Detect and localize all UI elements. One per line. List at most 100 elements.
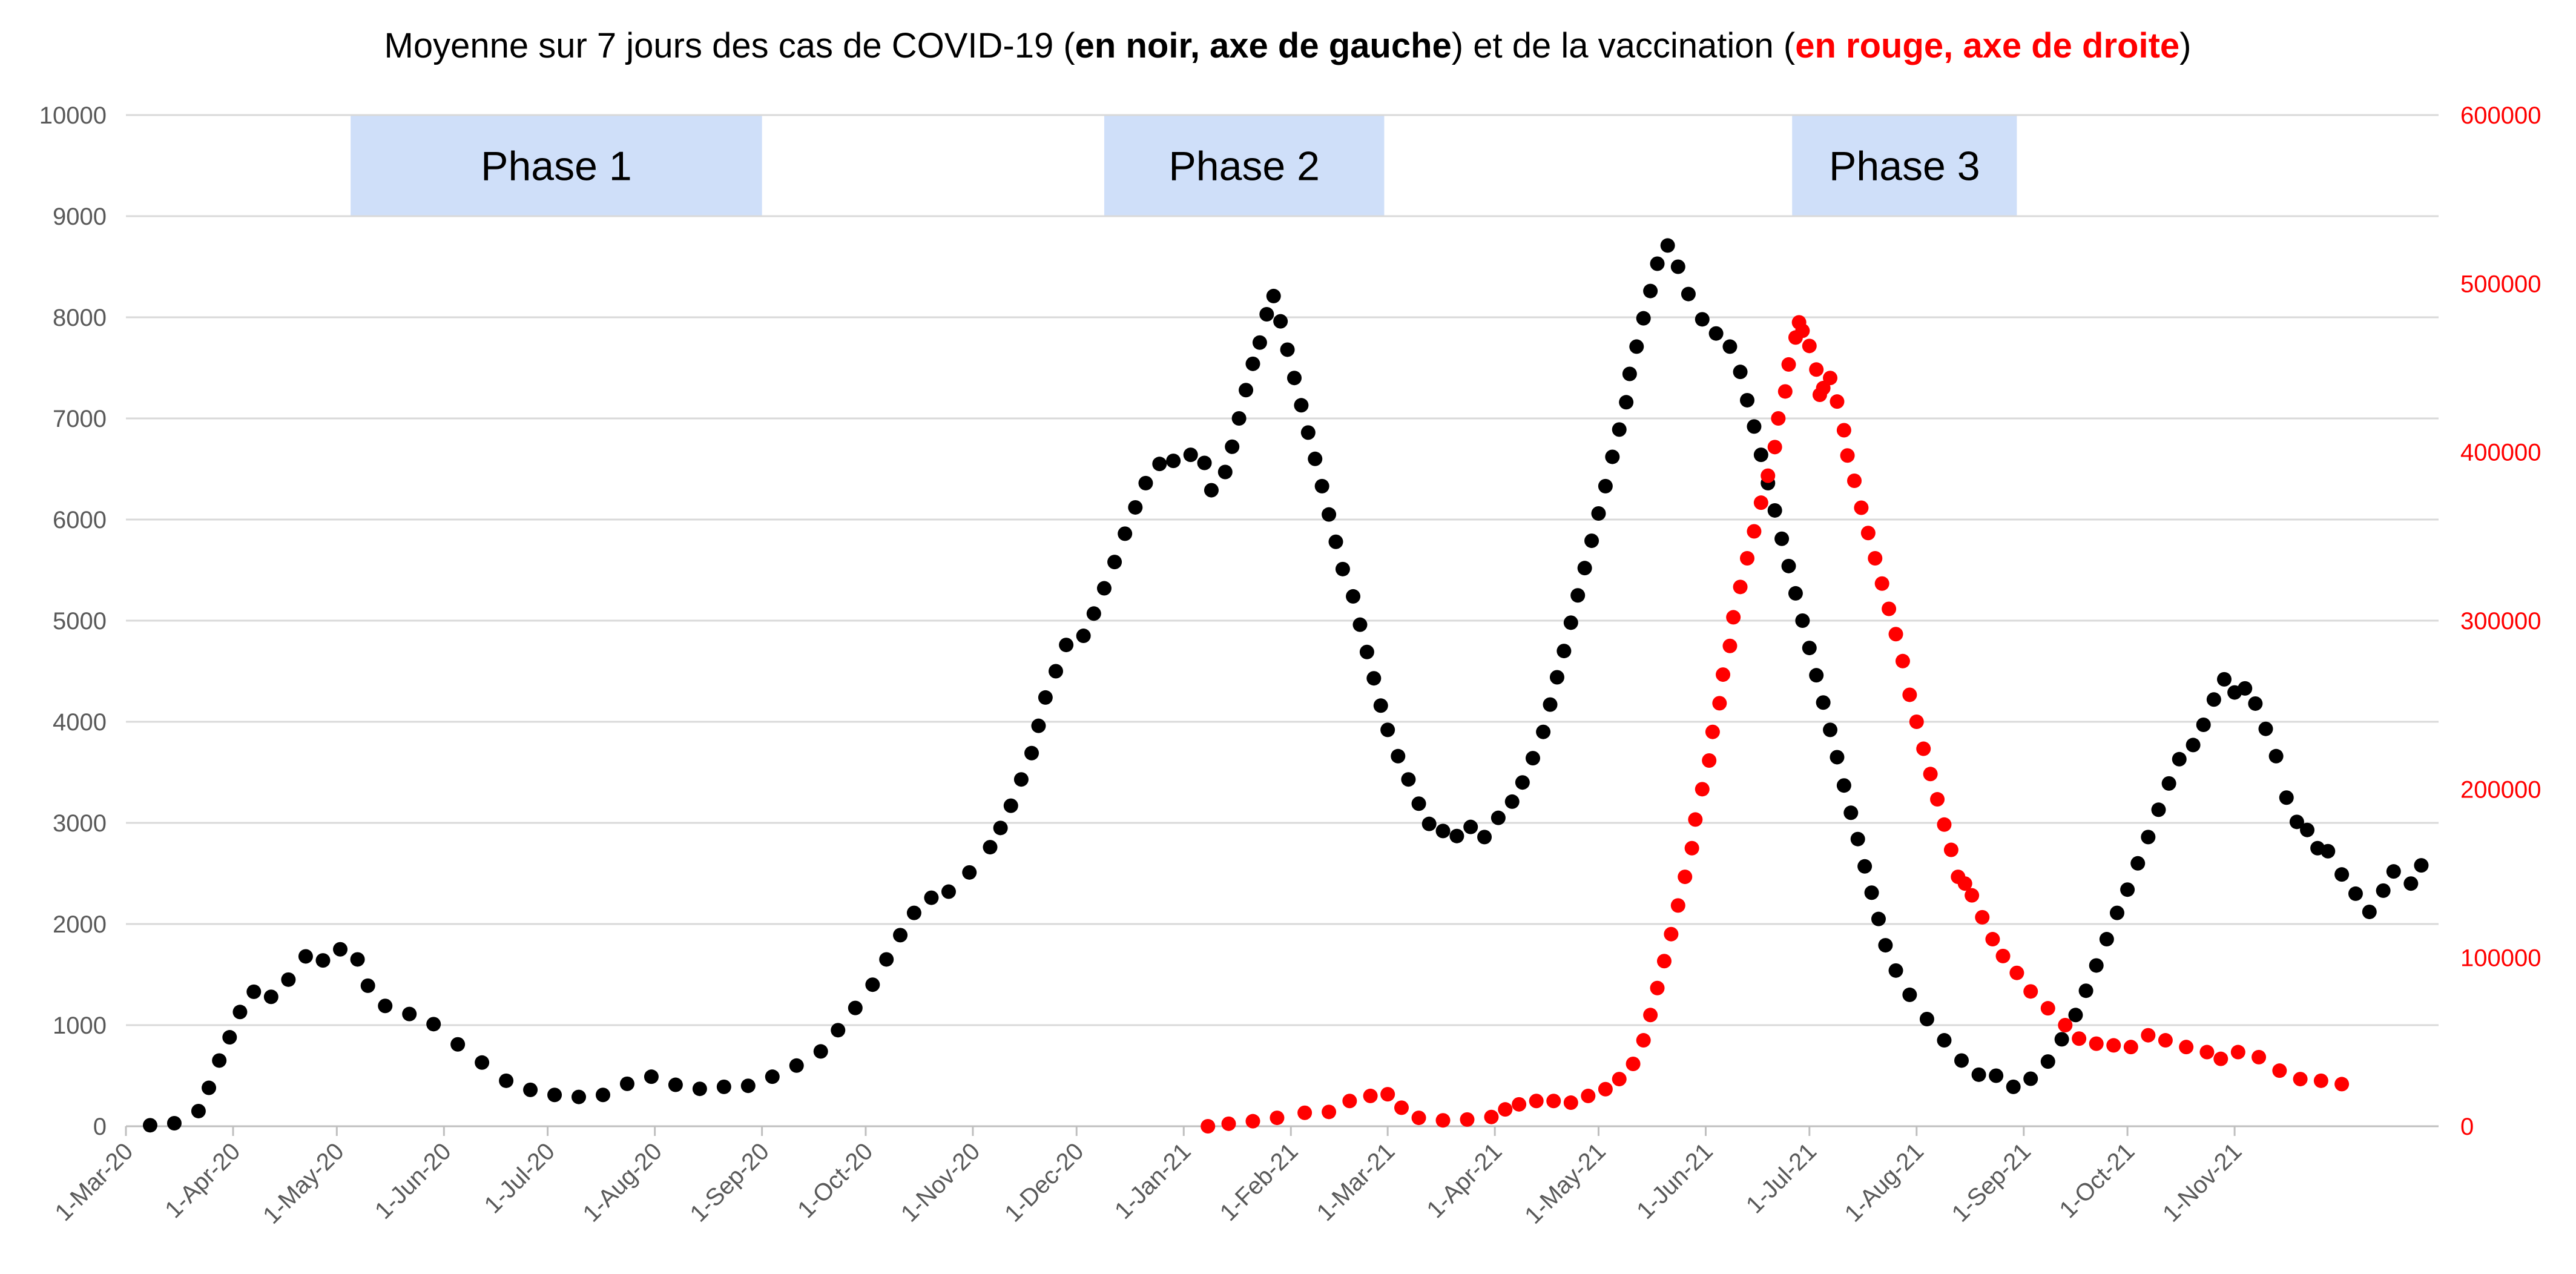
cases-point [1197,455,1212,470]
cases-point [333,942,348,957]
cases-point [2348,886,2363,901]
cases-point [402,1006,417,1022]
cases-point [1636,311,1651,326]
left-tick-label: 10000 [39,102,107,129]
cases-point [1166,454,1181,469]
cases-point [1767,503,1782,518]
vaccination-point [2040,1001,2055,1016]
vaccination-point [1563,1095,1578,1111]
left-tick-label: 8000 [53,305,107,331]
cases-point [1888,963,1903,978]
cases-point [1816,695,1831,710]
vaccination-point [1512,1097,1527,1112]
x-tick-label: 1-Mar-20 [50,1138,139,1226]
vaccination-point [1909,715,1924,729]
left-tick-label: 9000 [53,203,107,230]
vaccination-point [1809,362,1824,377]
cases-point [1346,589,1361,604]
cases-point [1266,288,1281,303]
cases-point [1681,286,1696,302]
cases-point [1543,697,1558,712]
cases-point [142,1118,157,1133]
cases-point [2268,748,2284,764]
cases-point [523,1082,538,1097]
vaccination-point [1722,638,1738,653]
vaccination-point [1529,1094,1544,1109]
cases-point [1591,506,1606,521]
vaccination-point [2213,1051,2228,1066]
x-tick-label: 1-Jan-21 [1110,1138,1196,1224]
cases-point [1128,500,1143,515]
vaccination-point [1670,898,1685,913]
vaccination-point [1498,1102,1513,1117]
left-tick-label: 4000 [53,709,107,736]
vaccination-point [2179,1040,2194,1055]
vaccination-point [1322,1104,1337,1120]
cases-point [1391,748,1406,764]
cases-point [1605,449,1620,464]
vaccination-point [1957,876,1972,891]
right-tick-label: 400000 [2460,440,2541,466]
x-tick-label: 1-Jul-21 [1741,1138,1822,1218]
vaccination-point [1923,767,1938,782]
cases-point [848,1000,863,1015]
vaccination-point [1363,1088,1378,1103]
cases-point [1280,342,1295,357]
cases-point [1878,938,1893,953]
vaccination-point [1695,782,1710,797]
series-points [142,238,2429,1134]
cases-point [1989,1068,2004,1083]
vaccination-point [2058,1018,2073,1032]
cases-point [1830,750,1845,765]
cases-point [1525,751,1540,766]
cases-point [1598,478,1613,493]
vaccination-point [1678,870,1693,885]
vaccination-point [1753,495,1768,510]
phase-band-2 [1104,115,1385,216]
right-tick-label: 600000 [2460,102,2541,129]
cases-point [2376,883,2391,898]
left-tick-label: 2000 [53,911,107,938]
cases-point [263,989,278,1005]
title-part-3: ) et de la vaccination ( [1452,26,1795,65]
cases-point [1366,671,1382,686]
phase-label-2: Phase 2 [1168,144,1320,190]
x-tick-label: 1-Apr-21 [1421,1138,1507,1223]
cases-point [1086,606,1101,621]
vaccination-point [1985,932,2000,947]
cases-point [1048,664,1063,679]
vaccination-point [2089,1036,2104,1051]
cases-point [2006,1079,2021,1094]
vaccination-point [1484,1109,1499,1124]
cases-point [644,1069,659,1084]
x-tick-label: 1-May-20 [258,1138,349,1229]
vaccination-point [2158,1033,2173,1048]
cases-point [426,1017,441,1032]
title-part-4: en rouge, axe de droite [1795,26,2179,65]
cases-point [1536,724,1551,739]
cases-point [1739,392,1754,408]
vaccination-series [1201,315,2350,1134]
cases-point [1286,371,1302,386]
left-tick-label: 7000 [53,406,107,432]
vaccination-point [1342,1094,1357,1109]
cases-point [1225,439,1240,454]
cases-point [1245,356,1260,371]
cases-point [993,820,1008,836]
cases-point [298,949,313,964]
right-axis-ticks: 0 100000 200000 300000 400000 500000 600000 [2460,102,2541,1140]
x-tick-label: 1-Sep-21 [1947,1138,2036,1227]
phase-band-3 [1792,115,2017,216]
cases-point [2258,721,2273,736]
cases-point [2186,738,2201,753]
vaccination-point [1836,423,1851,438]
right-tick-label: 200000 [2460,776,2541,803]
vaccination-point [1394,1100,1409,1115]
cases-point [360,978,375,993]
cases-point [222,1030,237,1045]
left-axis-ticks: 0 1000 2000 3000 4000 5000 6000 7000 8000 9000 100… [39,102,107,1140]
vaccination-point [2199,1045,2215,1060]
vaccination-point [1888,627,1903,642]
cases-series [142,238,2429,1133]
cases-point [1463,819,1478,834]
